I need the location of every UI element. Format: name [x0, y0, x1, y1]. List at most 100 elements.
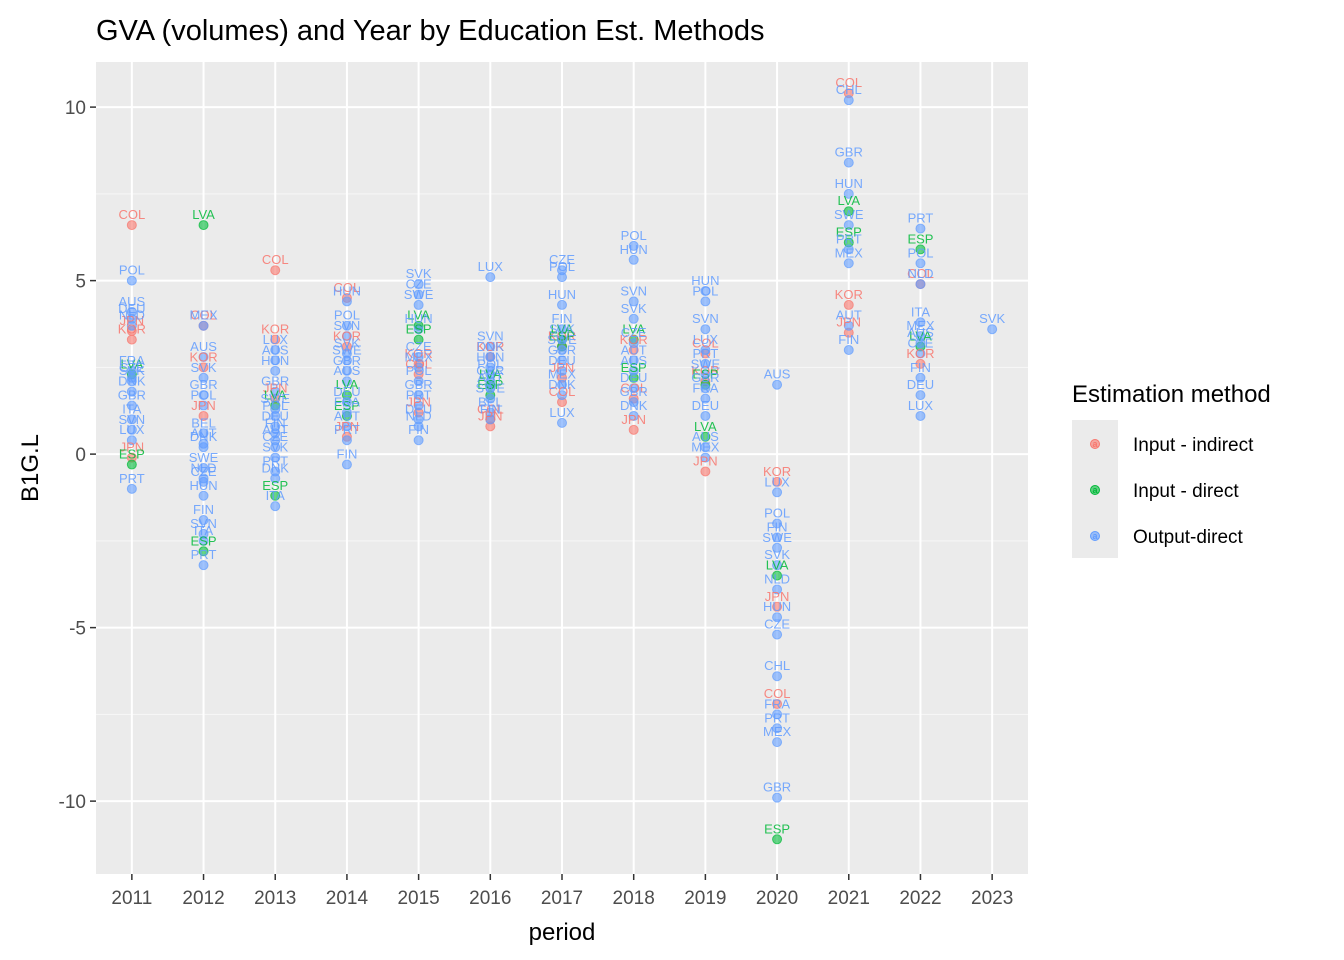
data-point	[198, 400, 209, 411]
point-label: BEL	[478, 394, 503, 409]
point-label: GBR	[835, 145, 863, 160]
legend-key-glyph: a	[1092, 531, 1098, 541]
point-label: SWE	[547, 332, 577, 347]
point-label: KOR	[405, 346, 433, 361]
point-label: COL	[118, 207, 145, 222]
point-label: HUN	[189, 478, 217, 493]
point-label: ITA	[194, 523, 214, 538]
point-label: LVA	[766, 558, 789, 573]
legend-key-glyph: a	[1092, 485, 1098, 495]
data-point	[628, 240, 639, 251]
point-label: GBR	[118, 388, 146, 403]
x-tick-label: 2012	[182, 888, 224, 909]
point-label: POL	[764, 506, 790, 521]
data-point	[270, 490, 281, 501]
data-points	[126, 88, 998, 845]
data-point	[700, 393, 711, 404]
data-point	[198, 320, 209, 331]
data-point	[341, 365, 352, 376]
data-point	[413, 334, 424, 345]
data-point	[772, 542, 783, 553]
point-label: FIN	[480, 401, 501, 416]
point-label: SWE	[475, 381, 505, 396]
data-point	[843, 320, 854, 331]
legend-label: Input - direct	[1133, 481, 1239, 502]
point-label: SVK	[979, 311, 1005, 326]
point-label: SVK	[334, 335, 360, 350]
point-label: LVA	[622, 322, 645, 337]
point-label: LUX	[263, 332, 289, 347]
data-point	[557, 299, 567, 310]
point-label: CZE	[191, 464, 217, 479]
data-point	[413, 351, 424, 362]
data-point	[126, 275, 137, 286]
point-label: AUS	[620, 353, 647, 368]
point-label: AUT	[621, 342, 647, 357]
point-label: PRT	[764, 710, 790, 725]
point-label: ITA	[911, 304, 931, 319]
data-point	[700, 369, 711, 380]
data-point	[198, 428, 209, 439]
point-label: JPN	[478, 408, 503, 423]
point-label: GBR	[405, 377, 433, 392]
data-point	[126, 320, 137, 331]
data-point	[557, 334, 567, 345]
point-label: CZE	[406, 339, 432, 354]
data-point	[772, 723, 783, 734]
point-label: NLD	[119, 308, 145, 323]
point-label: GBR	[691, 370, 719, 385]
point-label: ESP	[334, 398, 360, 413]
data-point	[628, 365, 639, 376]
data-point	[772, 532, 783, 543]
point-label: ESP	[692, 367, 718, 382]
x-tick-label: 2015	[397, 888, 439, 909]
point-label: COL	[334, 280, 361, 295]
data-point	[843, 220, 854, 231]
point-label: SVK	[191, 360, 217, 375]
data-point	[198, 546, 209, 557]
point-label: ESP	[621, 360, 647, 375]
data-point	[987, 324, 998, 335]
point-label: NLD	[406, 408, 432, 423]
data-point	[198, 463, 209, 473]
point-label: FRA	[692, 381, 718, 396]
data-point	[126, 435, 137, 446]
data-point	[557, 355, 567, 366]
data-point	[843, 188, 854, 199]
point-label: JPN	[693, 453, 718, 468]
point-label: LVA	[407, 308, 430, 323]
legend-key-glyph: a	[1092, 439, 1098, 449]
point-label: COL	[907, 266, 934, 281]
data-point	[772, 560, 783, 571]
point-label: SVN	[620, 283, 647, 298]
point-label: LVA	[837, 193, 860, 208]
data-point	[485, 341, 496, 352]
data-point	[126, 386, 137, 397]
data-point	[700, 452, 711, 463]
data-point	[772, 709, 783, 720]
data-point	[915, 244, 926, 255]
data-point	[700, 431, 711, 442]
point-label: SVN	[692, 311, 719, 326]
point-label: MEX	[906, 318, 935, 333]
point-label: FIN	[552, 311, 573, 326]
point-label: AUT	[262, 422, 288, 437]
point-label: CZE	[119, 360, 145, 375]
point-label: JPN	[406, 394, 431, 409]
point-label: ESP	[477, 377, 503, 392]
point-label: LUX	[764, 474, 790, 489]
point-label: JPN	[120, 313, 145, 328]
point-label: MEX	[548, 367, 577, 382]
point-label: NLD	[191, 460, 217, 475]
point-label: DEU	[262, 408, 289, 423]
point-label: POL	[119, 263, 145, 278]
point-label: JPN	[335, 419, 360, 434]
point-label: JPN	[765, 589, 790, 604]
point-label: DNK	[262, 460, 290, 475]
point-label: KOR	[906, 346, 934, 361]
point-label: ESP	[907, 231, 933, 246]
y-axis: -10 -5 0 5 10	[59, 98, 96, 813]
data-point	[772, 476, 783, 487]
data-point	[772, 698, 783, 709]
point-label: PRT	[406, 388, 432, 403]
